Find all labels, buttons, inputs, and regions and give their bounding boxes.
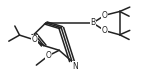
Text: O: O [102,26,108,35]
Text: O: O [102,11,108,20]
Text: O: O [31,35,37,44]
Text: N: N [73,62,78,71]
Text: B: B [90,18,95,27]
Text: O: O [45,51,51,60]
